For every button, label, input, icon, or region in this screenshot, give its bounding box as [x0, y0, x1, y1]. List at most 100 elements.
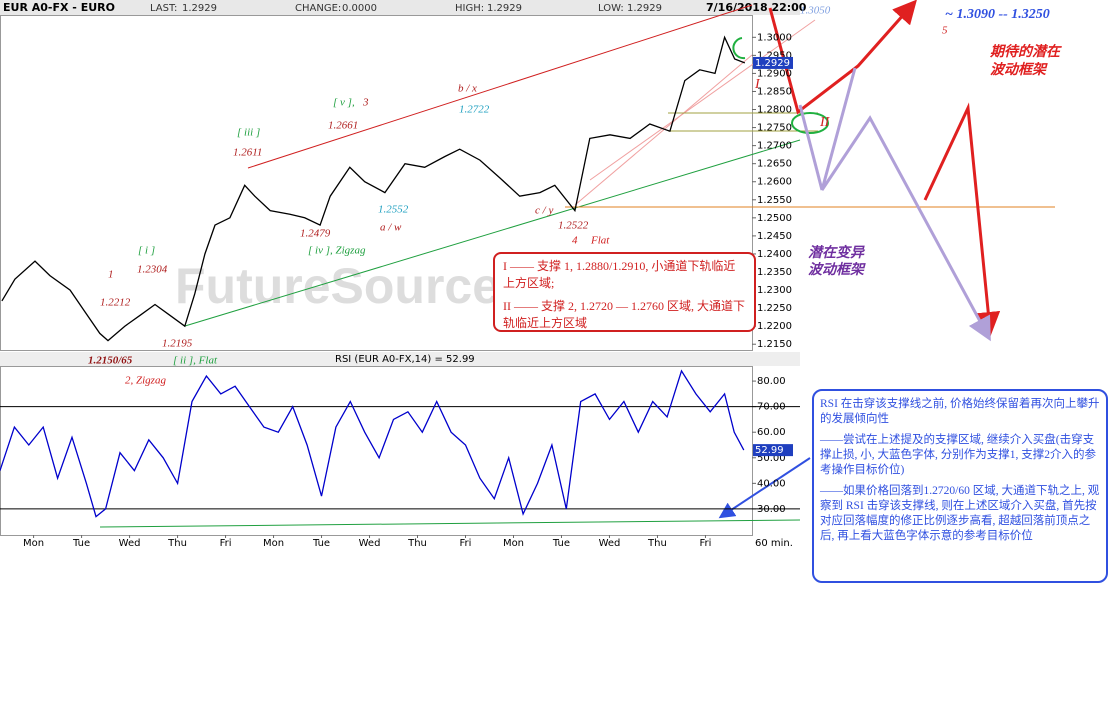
red-note: I —— 支撑 1, 1.2880/1.2910, 小通道下轨临近上方区域; I…: [493, 252, 756, 332]
annotation: 1.2304: [137, 264, 168, 276]
y-tick-label: 1.2150: [757, 339, 792, 350]
y-tick-label: 1.2850: [757, 86, 792, 97]
x-tick-label: Thu: [407, 538, 427, 549]
annotation: b / x: [458, 83, 477, 95]
channel-line: [184, 139, 801, 327]
x-tick-label: Mon: [503, 538, 524, 549]
header-label: LOW:: [598, 3, 624, 14]
projection: [798, 104, 824, 191]
note-text: ——尝试在上述提及的支撑区域, 继续介入买盘(击穿支撑止损, 小, 大蓝色字体,…: [820, 434, 1096, 476]
y-tick-label: 1.2700: [757, 141, 792, 152]
watermark: FutureSource: [175, 258, 500, 314]
annotation: 1.2722: [459, 104, 490, 116]
y-tick-label: 1.2750: [757, 123, 792, 134]
header-bar: [0, 0, 800, 15]
annotation: 1.2522: [558, 220, 589, 232]
y-tick-label: 1.2250: [757, 303, 792, 314]
x-tick-label: Wed: [119, 538, 141, 549]
x-tick-label: Tue: [312, 538, 330, 549]
datetime: 7/16/2018 22:00: [706, 1, 807, 14]
projection: [820, 67, 991, 342]
annotation: 1.2195: [162, 338, 193, 350]
header-value: 1.2929: [182, 3, 217, 14]
header-value: 1.2929: [487, 3, 522, 14]
x-tick-label: Thu: [167, 538, 187, 549]
annotation: a / w: [380, 222, 402, 234]
price-frame: [0, 15, 753, 351]
callout-pointer: [718, 457, 811, 519]
annotation: [ iii ]: [237, 127, 260, 139]
highlight: [791, 112, 829, 134]
blue-note: RSI 在击穿该支撑线之前, 价格始终保留着再次向上攀升的发展倾向性 ——尝试在…: [812, 389, 1108, 583]
header-label: CHANGE:: [295, 3, 341, 14]
annotation: 波动框架: [808, 261, 866, 278]
data-line: [0, 369, 745, 518]
y-tick-label: 1.2450: [757, 231, 792, 242]
y-tick-label: 1.2200: [757, 321, 792, 332]
symbol: EUR A0-FX - EURO: [3, 1, 115, 14]
note-text: I —— 支撑 1, 1.2880/1.2910, 小通道下轨临近上方区域;: [503, 259, 736, 290]
last-value-box: [753, 444, 793, 457]
y-tick-label: 1.2350: [757, 267, 792, 278]
x-tick-label: Fri: [460, 538, 472, 549]
annotation: [ i ]: [138, 245, 155, 257]
annotation: [ ii ], Flat: [173, 355, 218, 367]
y-tick-label: 1.2550: [757, 195, 792, 206]
x-axis-label: 60 min.: [755, 538, 793, 549]
annotation: [ iv ], Zigzag: [308, 245, 366, 257]
note-text: RSI 在击穿该支撑线之前, 价格始终保留着再次向上攀升的发展倾向性: [820, 398, 1100, 425]
annotation: 波动框架: [990, 61, 1048, 78]
annotation: ~ 1.3090 -- 1.3250: [945, 7, 1050, 22]
annotation: Flat: [590, 235, 610, 247]
annotation: 1.3050: [800, 5, 831, 17]
note-text: ——如果价格回落到1.2720/60 区域, 大通道下轨之上, 观察到 RSI …: [820, 485, 1100, 542]
header-value: 0.0000: [342, 3, 377, 14]
x-tick-label: Wed: [359, 538, 381, 549]
annotation: 5: [942, 25, 948, 37]
y-tick-label: 1.2800: [757, 105, 792, 116]
header-label: HIGH:: [455, 3, 484, 14]
channel-line: [589, 19, 816, 181]
annotation: 1: [108, 269, 114, 281]
x-tick-label: Tue: [72, 538, 90, 549]
x-tick-label: Fri: [699, 538, 711, 549]
annotation: 1.2150/65: [88, 355, 133, 367]
y-tick-label: 60.00: [757, 427, 786, 438]
annotation: 4: [572, 235, 578, 247]
y-tick-label: 80.00: [757, 376, 786, 387]
annotation: 1.2212: [100, 297, 131, 309]
x-tick-label: Mon: [23, 538, 44, 549]
annotation: 潜在变异: [808, 244, 866, 261]
last-value-box: [753, 56, 793, 69]
last-value-label: 1.2929: [755, 58, 790, 69]
y-tick-label: 1.2600: [757, 177, 792, 188]
annotation: 1.2552: [378, 204, 409, 216]
annotation: 2, Zigzag: [125, 375, 166, 387]
rsi-frame: [0, 366, 753, 536]
annotation: c / y: [535, 205, 553, 217]
channel-line: [247, 4, 753, 169]
annotation: 期待的潜在: [989, 43, 1062, 60]
annotation: II: [819, 115, 831, 130]
rsi-header: [0, 352, 800, 366]
x-tick-label: Fri: [220, 538, 232, 549]
annotation: 1.2479: [300, 228, 331, 240]
rsi-title: RSI (EUR A0-FX,14) = 52.99: [335, 354, 475, 365]
annotation: [ v ],: [333, 97, 355, 109]
data-line: [1, 35, 746, 342]
note-text: II —— 支撑 2, 1.2720 — 1.2760 区域, 大通道下轨临近上…: [503, 299, 745, 330]
x-tick-label: Mon: [263, 538, 284, 549]
y-tick-label: 1.3000: [757, 32, 792, 43]
annotation: 1.2611: [233, 147, 262, 159]
annotation: 3: [362, 97, 369, 109]
y-tick-label: 40.00: [757, 478, 786, 489]
header-value: 1.2929: [627, 3, 662, 14]
y-tick-label: 1.2400: [757, 249, 792, 260]
x-tick-label: Tue: [552, 538, 570, 549]
header-label: LAST:: [150, 3, 177, 14]
y-tick-label: 1.2500: [757, 213, 792, 224]
rsi-support-line: [99, 519, 801, 528]
y-tick-label: 50.00: [757, 453, 786, 464]
